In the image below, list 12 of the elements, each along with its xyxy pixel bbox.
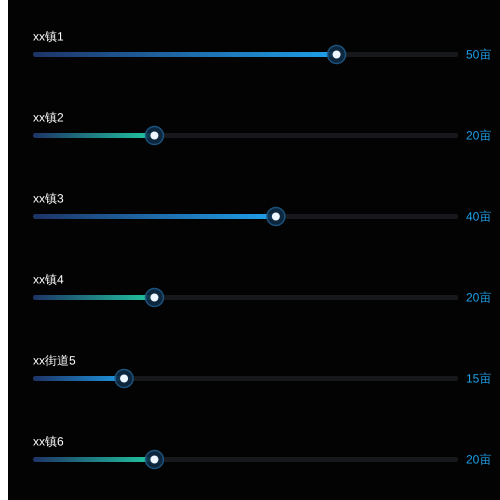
data-label: 40亩 [466,210,492,224]
data-label: 20亩 [466,128,492,142]
data-label: 20亩 [466,290,492,304]
data-label: 50亩 [466,48,492,62]
y-tick-label: xx街道5 [33,354,76,368]
y-tick-label: xx镇4 [33,272,64,286]
data-label: 20亩 [466,452,492,466]
y-tick-label: xx镇1 [33,30,64,44]
y-tick-label: xx镇2 [33,110,64,124]
y-tick-label: xx镇3 [33,192,64,206]
data-label: 15亩 [466,372,492,386]
y-tick-label: xx镇6 [33,434,64,448]
